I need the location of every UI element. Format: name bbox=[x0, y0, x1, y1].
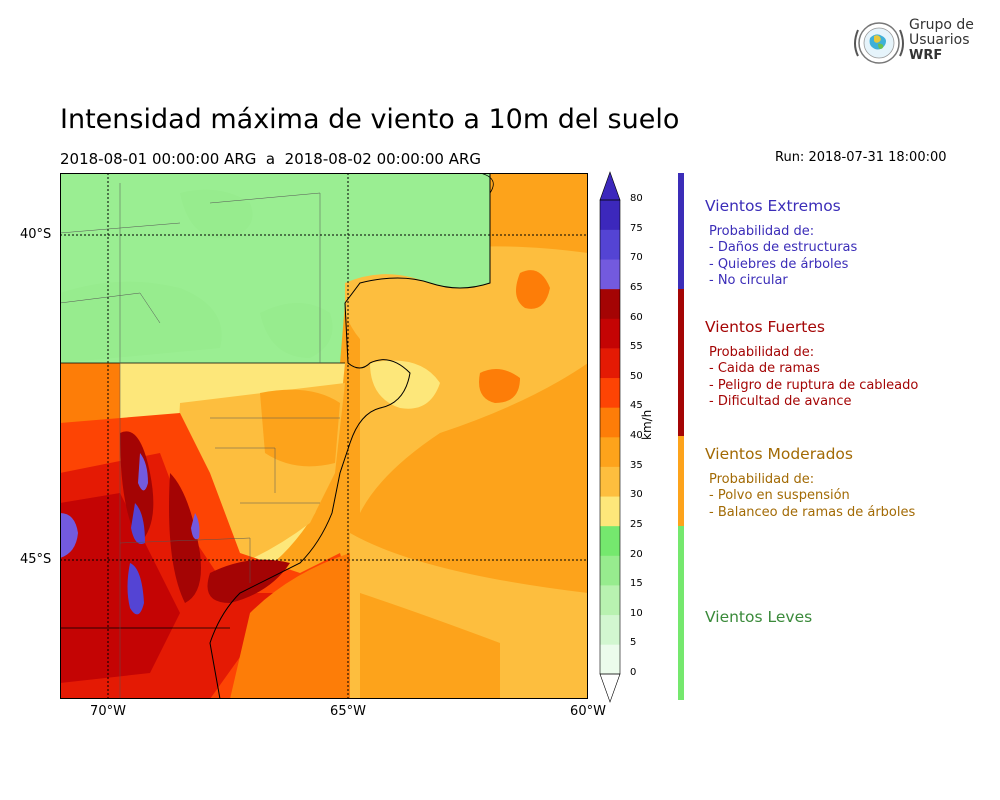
colorbar-segment bbox=[600, 555, 620, 586]
colorbar-tick-label: 80 bbox=[630, 193, 643, 204]
desc-line: Probabilidad de: bbox=[709, 224, 815, 239]
desc-line: - Balanceo de ramas de árboles bbox=[709, 504, 916, 520]
logo-text: Grupo de Usuarios WRF bbox=[909, 17, 974, 64]
colorbar-tick-label: 75 bbox=[630, 222, 643, 234]
run-time: Run: 2018-07-31 18:00:00 bbox=[775, 150, 947, 165]
desc-line: - Daños de estructuras bbox=[709, 240, 858, 256]
forecast-period: 2018-08-01 00:00:00 ARG a 2018-08-02 00:… bbox=[60, 150, 482, 168]
colorbar-tick-label: 55 bbox=[630, 341, 643, 353]
colorbar-tick-label: 30 bbox=[630, 489, 643, 501]
bar-extremos bbox=[678, 173, 684, 289]
colorbar-segment bbox=[600, 348, 620, 379]
colorbar-segment bbox=[600, 377, 620, 408]
colorbar-tick-label: 65 bbox=[630, 281, 643, 293]
colorbar-segment bbox=[600, 585, 620, 616]
colorbar bbox=[599, 171, 621, 703]
logo-line-1: Grupo de bbox=[909, 17, 974, 33]
colorbar-tick-label: 35 bbox=[630, 459, 643, 471]
colorbar-segment bbox=[600, 525, 620, 556]
colorbar-tick-label: 20 bbox=[630, 548, 643, 560]
colorbar-segment bbox=[600, 614, 620, 645]
graticule bbox=[60, 173, 588, 699]
colorbar-segment bbox=[600, 496, 620, 527]
colorbar-segment bbox=[600, 200, 620, 230]
lon-label-70w: 70°W bbox=[90, 704, 126, 719]
cat-title-leves: Vientos Leves bbox=[705, 608, 813, 626]
colorbar-segment bbox=[600, 644, 620, 675]
colorbar-tick-label: 40 bbox=[630, 430, 643, 441]
bar-leves bbox=[678, 526, 684, 700]
wind-map bbox=[60, 173, 588, 699]
colorbar-segment bbox=[600, 318, 620, 349]
colorbar-segment bbox=[600, 288, 620, 319]
colorbar-tick-label: 60 bbox=[630, 311, 643, 323]
colorbar-segment bbox=[600, 229, 620, 260]
colorbar-tick-label: 25 bbox=[630, 518, 643, 530]
desc-line: - Dificultad de avance bbox=[709, 393, 852, 409]
desc-line: Probabilidad de: bbox=[709, 472, 815, 487]
colorbar-segment bbox=[600, 466, 620, 497]
lon-label-65w: 65°W bbox=[330, 704, 366, 719]
colorbar-segment bbox=[600, 259, 620, 290]
cat-desc-extremos: Probabilidad de: - Daños de estructuras … bbox=[709, 224, 857, 289]
desc-line: - Caida de ramas bbox=[709, 361, 820, 377]
colorbar-min-arrow bbox=[599, 673, 621, 703]
desc-line: - Polvo en suspensión bbox=[709, 488, 850, 504]
colorbar-tick-label: 0 bbox=[630, 667, 637, 678]
colorbar-tick-label: 45 bbox=[630, 400, 643, 412]
colorbar-tick-label: 15 bbox=[630, 578, 643, 590]
cat-desc-moderados: Probabilidad de: - Polvo en suspensión -… bbox=[709, 472, 915, 521]
map-title: Intensidad máxima de viento a 10m del su… bbox=[60, 104, 680, 135]
bar-fuertes bbox=[678, 289, 684, 436]
wrf-logo-icon bbox=[854, 22, 904, 64]
colorbar-tick-label: 5 bbox=[630, 637, 637, 649]
coastline bbox=[209, 173, 491, 699]
cat-title-extremos: Vientos Extremos bbox=[705, 197, 841, 215]
desc-line: - Peligro de ruptura de cableado bbox=[709, 377, 919, 393]
colorbar-tick-label: 10 bbox=[630, 607, 643, 619]
logo-line-3: WRF bbox=[909, 48, 943, 63]
lat-label-40s: 40°S bbox=[20, 227, 52, 242]
desc-line: - No circular bbox=[709, 272, 788, 288]
colorbar-segment bbox=[600, 437, 620, 467]
cat-title-fuertes: Vientos Fuertes bbox=[705, 318, 825, 336]
colorbar-tick-label: 70 bbox=[630, 252, 643, 264]
logo-line-2: Usuarios bbox=[909, 32, 970, 48]
bar-moderados bbox=[678, 436, 684, 526]
desc-line: Probabilidad de: bbox=[709, 345, 815, 360]
colorbar-unit: km/h bbox=[640, 409, 654, 440]
colorbar-segment bbox=[600, 407, 620, 438]
lon-label-60w: 60°W bbox=[570, 704, 606, 719]
desc-line: - Quiebres de árboles bbox=[709, 256, 849, 272]
colorbar-tick-label: 50 bbox=[630, 370, 643, 382]
cat-desc-fuertes: Probabilidad de: - Caida de ramas - Peli… bbox=[709, 345, 918, 410]
cat-title-moderados: Vientos Moderados bbox=[705, 445, 853, 463]
lat-label-45s: 45°S bbox=[20, 552, 52, 567]
colorbar-max-arrow bbox=[599, 171, 621, 201]
